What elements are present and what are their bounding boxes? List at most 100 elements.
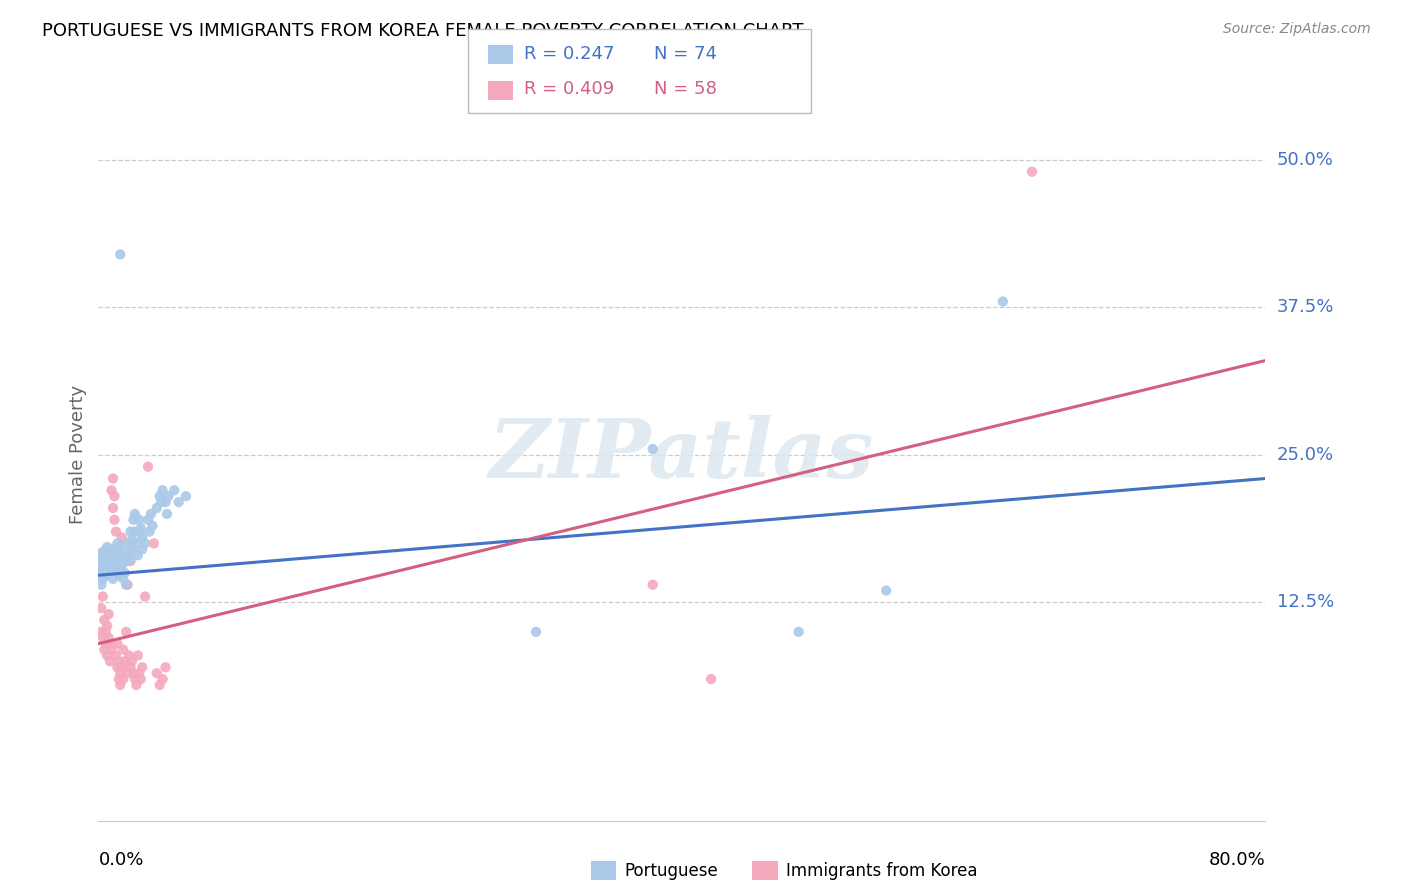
Point [97, 607, 120, 622]
Point [91, 590, 114, 604]
Point [129, 521, 152, 535]
Point [108, 554, 131, 568]
Point [90, 624, 112, 639]
Point [150, 495, 173, 509]
Point [115, 624, 138, 639]
Point [122, 542, 145, 557]
Text: R = 0.409: R = 0.409 [524, 80, 614, 98]
Point [131, 531, 153, 545]
Point [124, 507, 146, 521]
Point [110, 540, 132, 554]
Point [146, 501, 169, 516]
Text: 80.0%: 80.0% [1209, 851, 1265, 869]
Text: Source: ZipAtlas.com: Source: ZipAtlas.com [1223, 22, 1371, 37]
Point [104, 560, 127, 574]
Point [89, 566, 111, 580]
Point [124, 524, 146, 539]
Point [104, 524, 127, 539]
Point [167, 495, 190, 509]
Point [87, 557, 110, 571]
Point [127, 648, 149, 663]
Point [100, 483, 122, 498]
Point [641, 577, 664, 591]
Point [120, 554, 142, 568]
Point [105, 660, 128, 674]
Point [128, 513, 150, 527]
Point [108, 568, 131, 582]
Point [142, 536, 165, 550]
Point [89, 554, 111, 568]
Point [90, 566, 112, 580]
Point [134, 536, 156, 550]
Point [118, 648, 141, 663]
Point [118, 544, 141, 558]
Text: 0.0%: 0.0% [98, 851, 143, 869]
Point [156, 507, 179, 521]
Point [155, 495, 177, 509]
Point [127, 548, 149, 562]
Point [120, 551, 142, 566]
Point [125, 678, 148, 692]
Text: R = 0.247: R = 0.247 [524, 45, 614, 62]
Point [100, 564, 122, 578]
Point [96, 554, 118, 568]
Point [157, 489, 180, 503]
Point [93, 564, 115, 578]
Point [101, 572, 124, 586]
Point [141, 518, 163, 533]
Point [122, 513, 145, 527]
Point [174, 489, 197, 503]
Point [131, 542, 153, 557]
Point [97, 560, 120, 574]
Point [100, 551, 122, 566]
Point [91, 544, 114, 558]
Point [121, 654, 143, 668]
Point [138, 524, 160, 539]
Point [94, 568, 117, 582]
Point [136, 459, 159, 474]
Point [121, 533, 143, 547]
Point [524, 624, 547, 639]
Point [128, 666, 150, 681]
Point [91, 560, 114, 574]
Point [103, 513, 125, 527]
Point [93, 613, 115, 627]
Point [91, 572, 114, 586]
Point [131, 660, 153, 674]
Point [108, 654, 131, 668]
Point [155, 660, 177, 674]
Point [103, 542, 125, 557]
Point [105, 637, 128, 651]
Point [101, 501, 124, 516]
Point [152, 483, 174, 498]
Point [134, 590, 156, 604]
Text: 37.5%: 37.5% [1277, 299, 1334, 317]
Y-axis label: Female Poverty: Female Poverty [69, 385, 87, 524]
Point [96, 619, 118, 633]
Point [98, 637, 121, 651]
Point [96, 648, 118, 663]
Point [94, 624, 117, 639]
Point [112, 572, 135, 586]
Point [641, 442, 664, 456]
Point [93, 642, 115, 657]
Point [117, 666, 139, 681]
Point [98, 654, 121, 668]
Point [122, 666, 145, 681]
Point [149, 678, 172, 692]
Point [163, 483, 186, 498]
Point [139, 507, 162, 521]
Point [120, 524, 142, 539]
Point [120, 660, 142, 674]
Point [128, 524, 150, 539]
Text: N = 58: N = 58 [654, 80, 717, 98]
Point [104, 648, 127, 663]
Text: 50.0%: 50.0% [1277, 151, 1333, 169]
Point [117, 577, 139, 591]
Point [97, 631, 120, 645]
Point [112, 672, 135, 686]
Point [112, 557, 135, 571]
Point [108, 672, 131, 686]
Point [91, 631, 114, 645]
Point [1021, 165, 1043, 179]
